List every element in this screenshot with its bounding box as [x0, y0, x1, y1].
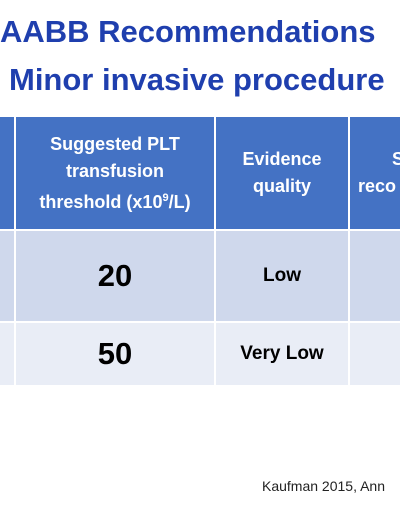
row2-evidence-value: Very Low: [240, 343, 324, 364]
header-evidence-line1: Evidence: [242, 149, 322, 169]
header-threshold-line3a: threshold (x10: [39, 191, 163, 212]
row2-strength-cell: [350, 323, 400, 385]
row1-evidence-value: Low: [263, 265, 301, 286]
row1-threshold-value: 20: [97, 258, 133, 293]
header-strength-line2: reco: [358, 176, 397, 196]
row2-evidence-cell: Very Low: [216, 323, 348, 385]
row1-blank-cell: [0, 231, 14, 321]
row2-blank-cell: [0, 323, 14, 385]
header-threshold-line1: Suggested PLT: [50, 133, 180, 154]
header-strength-line1: St: [392, 149, 400, 169]
slide-title-line2: Minor invasive procedure: [9, 62, 385, 97]
row1-strength-cell: [350, 231, 400, 321]
header-cell-evidence: Evidence quality: [216, 117, 348, 229]
header-cell-threshold: Suggested PLT transfusion threshold (x10…: [16, 117, 214, 229]
recommendations-table: Suggested PLT transfusion threshold (x10…: [0, 117, 400, 385]
header-cell-blank: [0, 117, 14, 229]
row2-threshold-value: 50: [97, 336, 133, 371]
slide-title-line1: AABB Recommendations: [0, 14, 376, 49]
header-threshold-superscript: 9: [162, 191, 169, 204]
citation: Kaufman 2015, Ann: [262, 478, 385, 494]
header-evidence-line2: quality: [252, 176, 311, 196]
header-cell-strength: St reco: [350, 117, 400, 229]
row1-evidence-cell: Low: [216, 231, 348, 321]
header-threshold-line3b: /L): [168, 191, 191, 212]
header-threshold-line2: transfusion: [65, 160, 164, 181]
row2-threshold-cell: 50: [16, 323, 214, 385]
row1-threshold-cell: 20: [16, 231, 214, 321]
